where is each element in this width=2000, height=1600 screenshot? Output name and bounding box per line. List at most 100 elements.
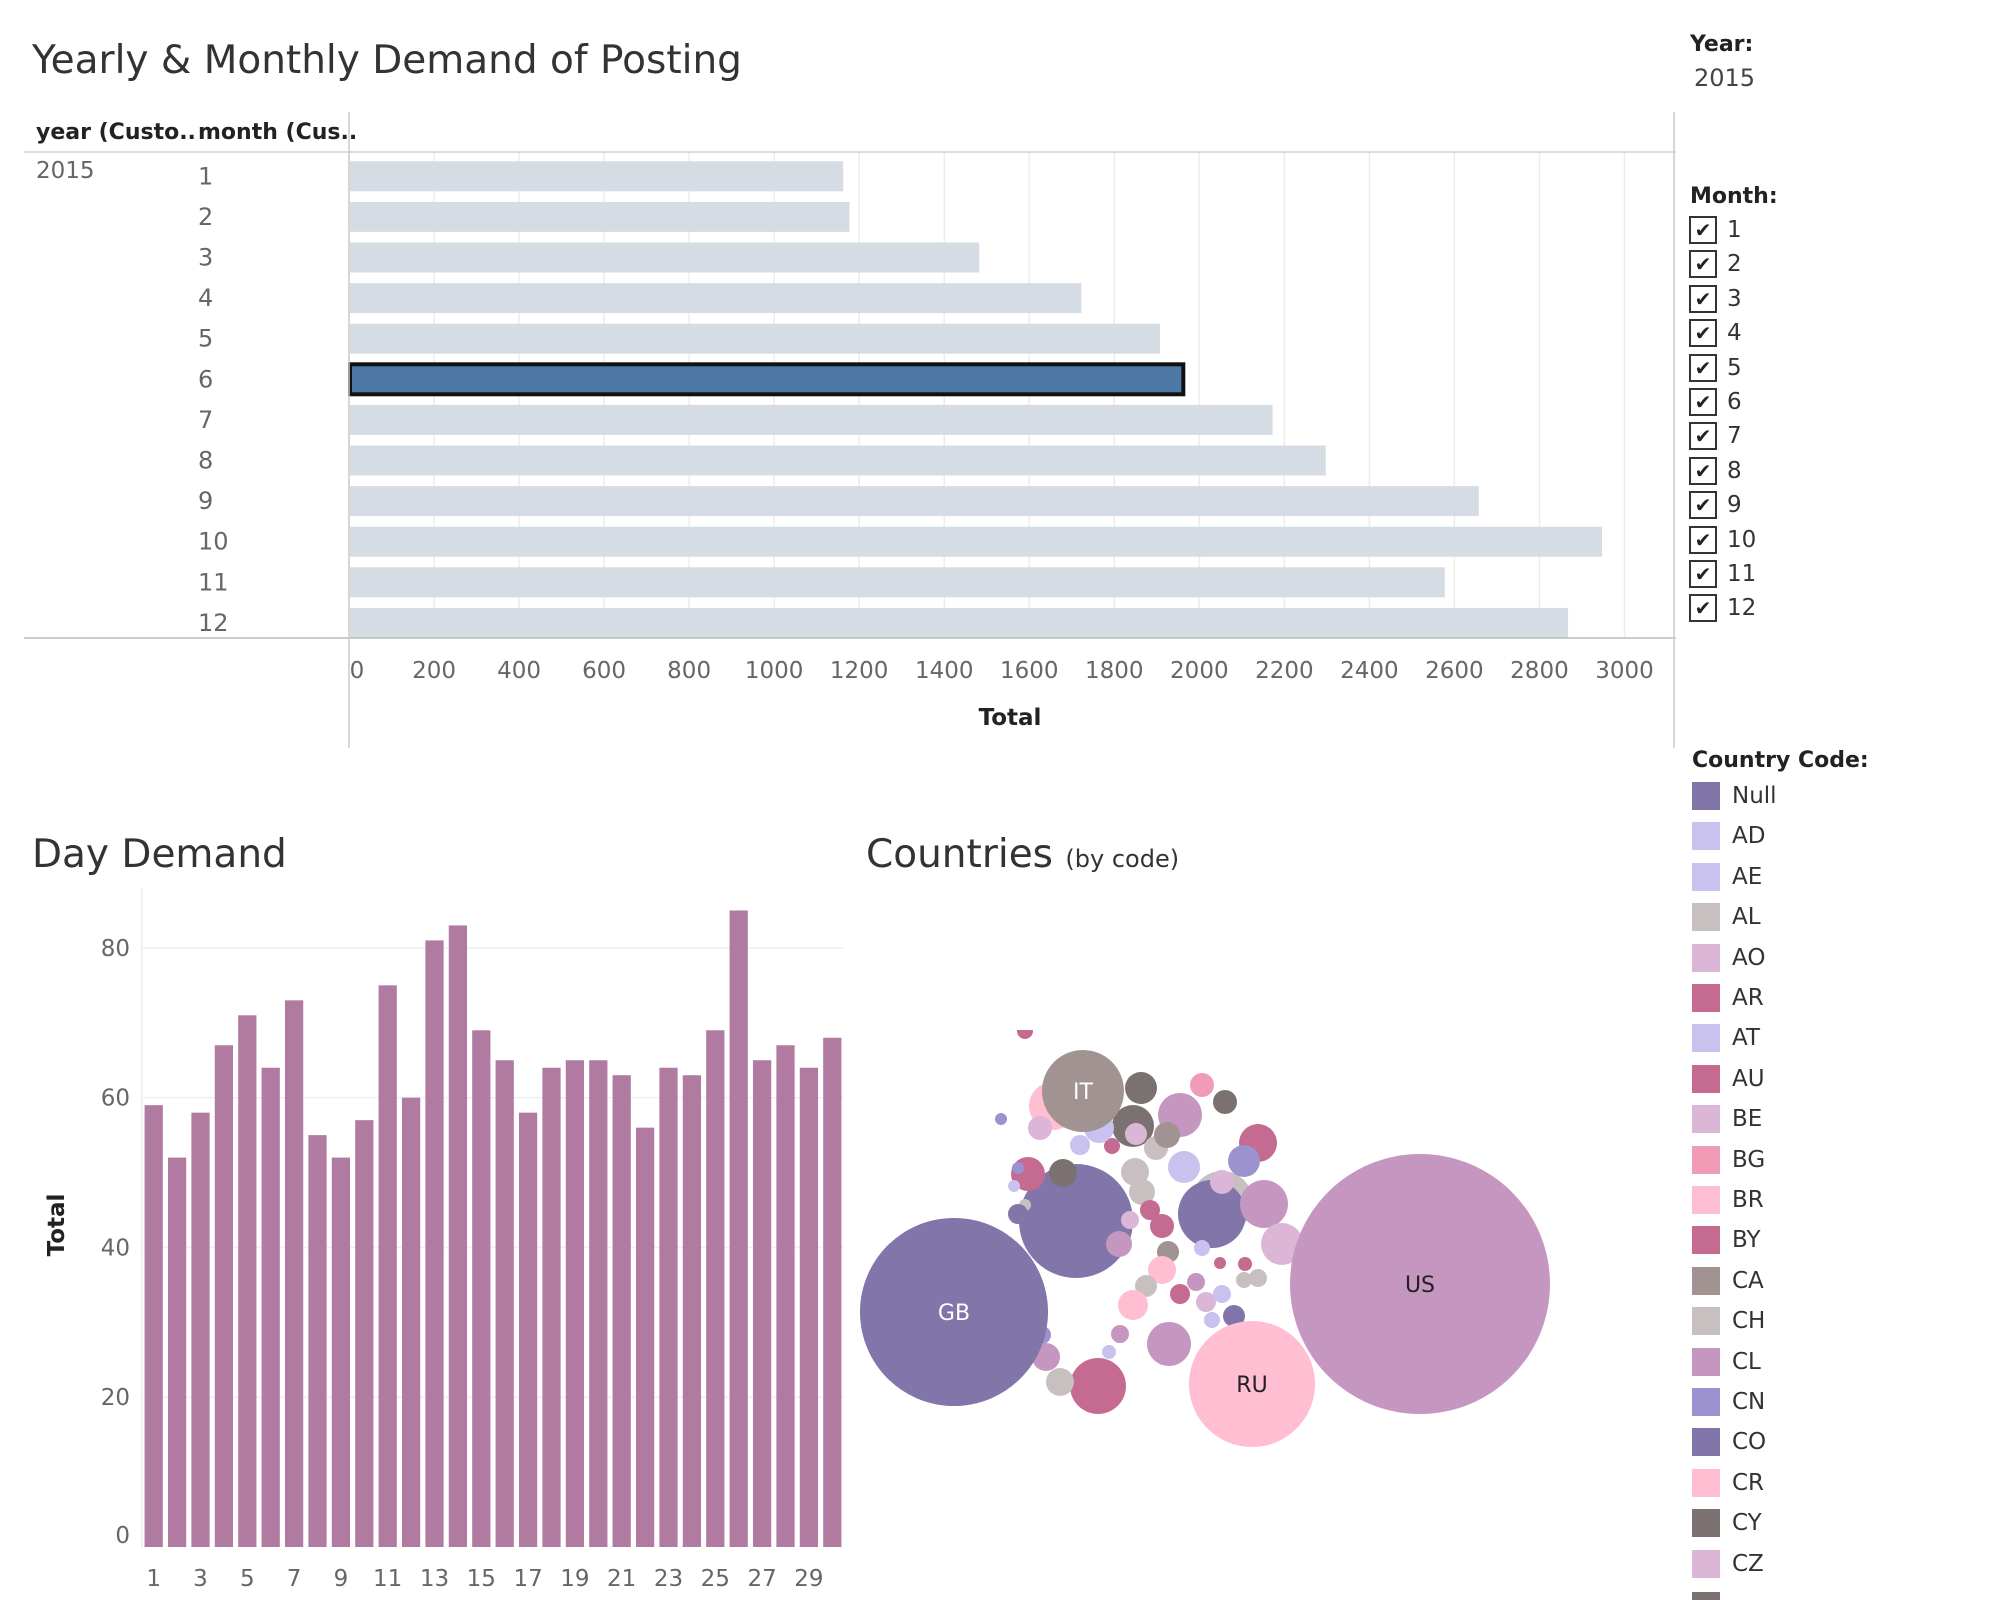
bar-day-13[interactable] <box>425 940 444 1547</box>
year-filter-value[interactable]: 2015 <box>1694 64 1756 92</box>
bar-month-3[interactable] <box>350 242 980 273</box>
country-bubble[interactable] <box>1125 1123 1147 1145</box>
bar-day-17[interactable] <box>518 1112 538 1547</box>
country-bubble[interactable] <box>1019 1164 1133 1278</box>
checkbox-checked-icon[interactable]: ✔ <box>1689 456 1717 485</box>
country-bubble[interactable] <box>1070 1135 1090 1155</box>
bar-day-19[interactable] <box>565 1060 585 1547</box>
country-bubble[interactable] <box>1028 1116 1052 1140</box>
month-filter-item[interactable]: ✔ 6 <box>1689 385 1742 419</box>
country-bubble[interactable] <box>1190 1073 1214 1097</box>
country-legend-item[interactable]: AT <box>1692 1018 1760 1058</box>
country-bubble[interactable] <box>1070 1358 1126 1414</box>
bar-month-2[interactable] <box>350 201 850 232</box>
country-legend-item[interactable]: AE <box>1692 857 1762 897</box>
country-bubble[interactable] <box>995 1113 1007 1125</box>
country-legend-item[interactable]: AL <box>1692 897 1761 937</box>
bar-day-23[interactable] <box>659 1067 678 1547</box>
bar-day-29[interactable] <box>799 1067 819 1547</box>
bar-month-1[interactable] <box>350 161 844 192</box>
bar-day-6[interactable] <box>261 1067 280 1547</box>
country-bubble[interactable] <box>1129 1179 1155 1205</box>
country-bubble[interactable] <box>1012 1162 1024 1174</box>
country-bubble[interactable] <box>1150 1214 1174 1238</box>
bar-month-4[interactable] <box>350 283 1082 314</box>
country-bubble[interactable] <box>1017 1030 1033 1039</box>
bar-day-26[interactable] <box>729 910 748 1547</box>
country-bubble[interactable] <box>1049 1159 1077 1187</box>
country-bubble[interactable] <box>1204 1312 1220 1328</box>
bar-month-6[interactable] <box>348 362 1186 397</box>
bar-day-18[interactable] <box>542 1067 561 1547</box>
month-filter-item[interactable]: ✔ 8 <box>1689 454 1742 488</box>
bar-month-10[interactable] <box>350 526 1603 557</box>
country-legend-item[interactable]: AU <box>1692 1059 1765 1099</box>
country-bubble[interactable] <box>1213 1285 1231 1303</box>
country-bubble[interactable] <box>1111 1325 1129 1343</box>
bar-day-1[interactable] <box>144 1105 163 1547</box>
month-filter-item[interactable]: ✔ 9 <box>1689 488 1742 522</box>
country-bubble[interactable] <box>1106 1231 1132 1257</box>
month-filter-item[interactable]: ✔ 7 <box>1689 419 1742 453</box>
checkbox-checked-icon[interactable]: ✔ <box>1689 353 1717 382</box>
bar-day-21[interactable] <box>612 1075 631 1547</box>
bar-day-27[interactable] <box>752 1060 772 1547</box>
country-bubble[interactable] <box>1249 1269 1267 1287</box>
country-bubble[interactable] <box>1213 1090 1237 1114</box>
country-bubble[interactable] <box>1261 1223 1303 1265</box>
bar-day-20[interactable] <box>589 1060 608 1547</box>
country-bubble[interactable] <box>1140 1200 1160 1220</box>
checkbox-checked-icon[interactable]: ✔ <box>1689 491 1717 520</box>
country-bubble[interactable] <box>1194 1240 1210 1256</box>
country-bubble[interactable] <box>1210 1170 1234 1194</box>
bar-day-9[interactable] <box>331 1157 351 1547</box>
country-legend-item[interactable]: BG <box>1692 1140 1765 1180</box>
month-filter-item[interactable]: ✔ 10 <box>1689 523 1756 557</box>
country-legend-item[interactable]: AO <box>1692 938 1765 978</box>
month-filter-item[interactable]: ✔ 1 <box>1689 213 1742 247</box>
bar-day-16[interactable] <box>495 1060 514 1547</box>
month-filter-item[interactable]: ✔ 12 <box>1689 591 1756 625</box>
country-legend-item[interactable]: AR <box>1692 978 1764 1018</box>
country-bubble[interactable] <box>1008 1204 1028 1224</box>
country-bubble[interactable] <box>1008 1180 1020 1192</box>
bar-month-12[interactable] <box>350 607 1569 638</box>
checkbox-checked-icon[interactable]: ✔ <box>1689 560 1717 588</box>
country-legend-item[interactable]: CO <box>1692 1422 1766 1462</box>
bubble-us[interactable] <box>1290 1154 1550 1414</box>
bar-day-28[interactable] <box>776 1045 795 1547</box>
bar-day-2[interactable] <box>167 1157 187 1547</box>
country-bubble[interactable] <box>1223 1305 1245 1327</box>
country-legend-item[interactable]: CR <box>1692 1463 1764 1503</box>
month-filter-item[interactable]: ✔ 2 <box>1689 247 1742 281</box>
country-bubble[interactable] <box>1196 1292 1216 1312</box>
checkbox-checked-icon[interactable]: ✔ <box>1689 216 1717 244</box>
bar-month-8[interactable] <box>350 445 1326 476</box>
bar-month-11[interactable] <box>350 567 1445 598</box>
bubble-it[interactable] <box>1042 1050 1124 1132</box>
bar-day-24[interactable] <box>682 1075 702 1547</box>
month-column-header[interactable]: month (Cus.. <box>198 120 358 145</box>
country-bubble[interactable] <box>1154 1122 1180 1148</box>
bar-day-12[interactable] <box>401 1097 421 1547</box>
checkbox-checked-icon[interactable]: ✔ <box>1689 422 1717 451</box>
country-bubble[interactable] <box>1104 1138 1120 1154</box>
checkbox-checked-icon[interactable]: ✔ <box>1689 284 1717 313</box>
month-filter-item[interactable]: ✔ 3 <box>1689 282 1742 316</box>
country-legend-item[interactable]: CL <box>1692 1342 1761 1382</box>
country-bubble[interactable] <box>1214 1257 1226 1269</box>
bar-day-11[interactable] <box>378 985 397 1547</box>
country-bubble[interactable] <box>1135 1275 1157 1297</box>
country-bubble[interactable] <box>1238 1257 1252 1271</box>
year-column-header[interactable]: year (Custo.. <box>36 120 196 145</box>
country-bubble[interactable] <box>1170 1284 1190 1304</box>
country-legend-item[interactable]: CN <box>1692 1382 1765 1422</box>
country-legend-item[interactable]: AD <box>1692 816 1765 856</box>
country-bubble[interactable] <box>1187 1273 1205 1291</box>
country-bubble[interactable] <box>1228 1145 1260 1177</box>
bubble-ru[interactable] <box>1189 1321 1315 1447</box>
bar-month-9[interactable] <box>350 486 1479 517</box>
bar-day-14[interactable] <box>448 925 468 1547</box>
bar-day-3[interactable] <box>191 1112 210 1547</box>
month-filter-item[interactable]: ✔ 11 <box>1689 557 1756 591</box>
